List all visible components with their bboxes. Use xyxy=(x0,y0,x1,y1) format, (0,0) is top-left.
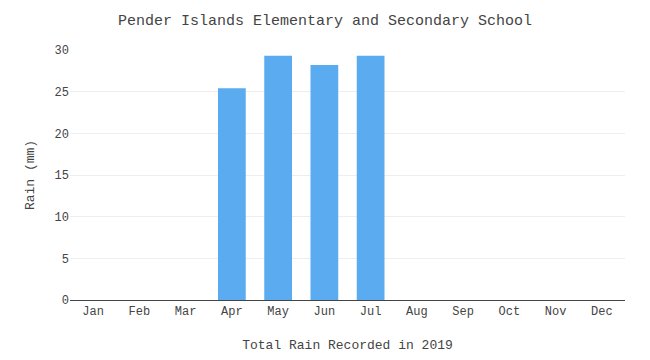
svg-text:Feb: Feb xyxy=(129,305,151,319)
svg-text:Nov: Nov xyxy=(545,305,567,319)
svg-text:Jan: Jan xyxy=(82,305,104,319)
svg-text:Pender Islands Elementary and: Pender Islands Elementary and Secondary … xyxy=(118,13,532,30)
svg-text:0: 0 xyxy=(62,294,69,308)
svg-text:Mar: Mar xyxy=(175,305,197,319)
svg-text:May: May xyxy=(267,305,289,319)
svg-text:25: 25 xyxy=(55,86,69,100)
svg-text:Rain (mm): Rain (mm) xyxy=(23,140,38,210)
svg-text:Total Rain Recorded in 2019: Total Rain Recorded in 2019 xyxy=(242,338,453,353)
svg-text:Sep: Sep xyxy=(452,305,474,319)
svg-text:20: 20 xyxy=(55,128,69,142)
svg-text:Jun: Jun xyxy=(314,305,336,319)
svg-text:30: 30 xyxy=(55,44,69,58)
svg-text:Jul: Jul xyxy=(360,305,382,319)
svg-text:Aug: Aug xyxy=(406,305,428,319)
svg-text:Oct: Oct xyxy=(499,305,521,319)
svg-text:Dec: Dec xyxy=(591,305,613,319)
svg-text:Apr: Apr xyxy=(221,305,243,319)
svg-text:5: 5 xyxy=(62,253,69,267)
svg-text:10: 10 xyxy=(55,211,69,225)
svg-text:15: 15 xyxy=(55,169,69,183)
